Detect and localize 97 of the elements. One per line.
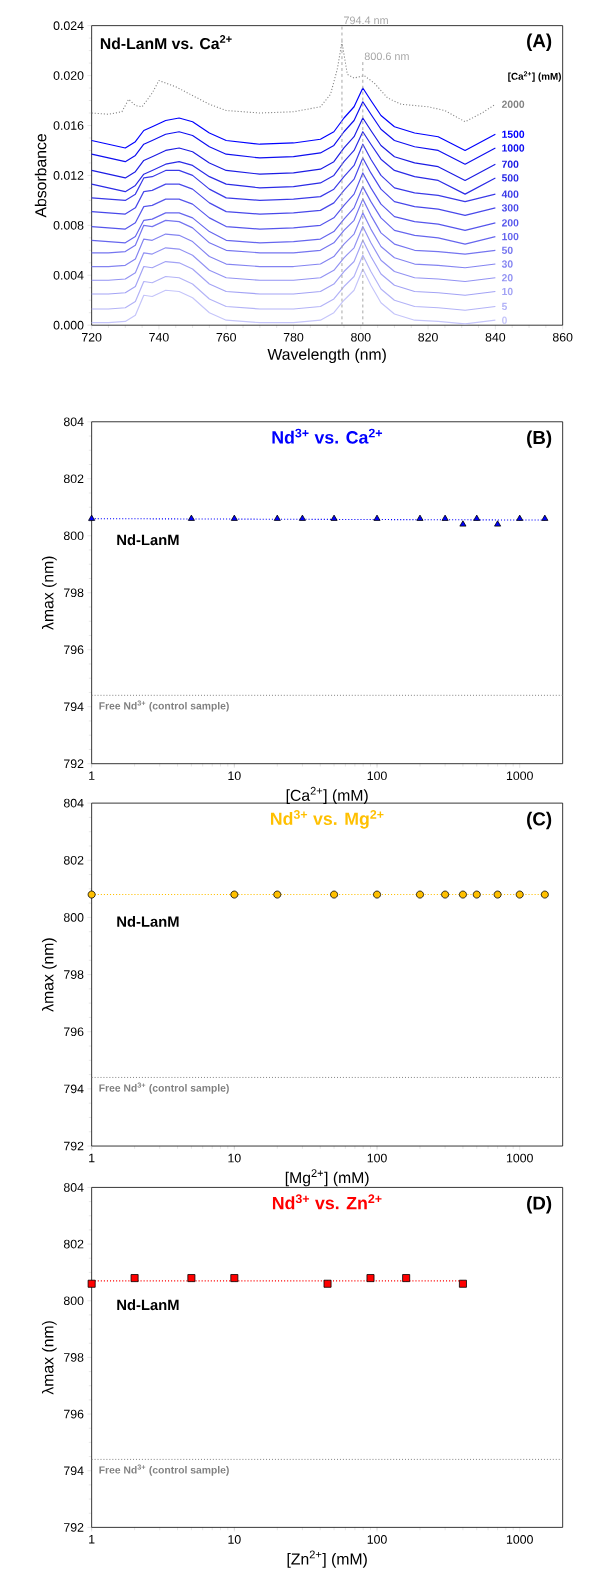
y-tick-label: 792 xyxy=(63,1523,84,1532)
line-series xyxy=(90,198,496,255)
x-axis-title: [Zn$^{2+}$] (mM) xyxy=(287,1550,367,1568)
series-label: 200 xyxy=(501,219,519,227)
series-label: 700 xyxy=(501,160,519,168)
x-tick-label: 840 xyxy=(485,332,506,342)
line-series xyxy=(90,143,496,203)
y-tick-label: 804 xyxy=(63,798,84,808)
line-series xyxy=(90,254,496,311)
x-axis-title: [Mg$^{2+}$] (mM) xyxy=(285,1169,369,1187)
chart-title: Nd$^{3+}$ vs. Mg$^{2+}$ xyxy=(270,810,384,829)
x-tick-label: 860 xyxy=(552,332,573,342)
x-tick-label: 780 xyxy=(283,332,304,342)
x-tick-label: 800 xyxy=(350,332,371,342)
series-label: 300 xyxy=(501,204,519,212)
x-tick-label: 10 xyxy=(228,1535,241,1544)
y-tick-label: 0.016 xyxy=(53,121,84,130)
y-axis-title: λmax (nm) xyxy=(41,556,57,630)
y-tick-label: 0.012 xyxy=(53,171,84,180)
y-tick-label: 0.020 xyxy=(53,71,84,80)
annotation: (B) xyxy=(526,430,552,448)
y-tick-label: 800 xyxy=(63,1296,84,1306)
series-label: 20 xyxy=(501,274,513,282)
y-axis-title: λmax (nm) xyxy=(41,1321,57,1395)
annotation: (A) xyxy=(526,33,552,52)
line-series xyxy=(90,268,496,325)
y-tick-label: 794 xyxy=(63,1466,84,1476)
y-tick-label: 0.000 xyxy=(53,320,84,330)
y-tick-label: 0.008 xyxy=(53,220,84,230)
y-tick-label: 0.004 xyxy=(53,270,84,280)
y-tick-label: 798 xyxy=(63,970,84,979)
chart-title: Nd$^{3+}$ vs. Zn$^{2+}$ xyxy=(272,1194,382,1210)
y-tick-label: 796 xyxy=(63,645,84,655)
line-series xyxy=(90,101,496,165)
series-label: 5 xyxy=(501,302,507,311)
x-tick-label: 740 xyxy=(149,332,169,342)
series-label: 1500 xyxy=(502,130,525,138)
ref-line-label: 794.4 nm xyxy=(343,16,388,25)
series-label: 30 xyxy=(501,260,513,268)
x-tick-label: 10 xyxy=(228,1153,241,1163)
x-tick-label: 1 xyxy=(89,771,95,780)
ref-line-label: Free Nd$^{3+}$ (control sample) xyxy=(99,700,229,712)
ref-line-label: Free Nd$^{3+}$ (control sample) xyxy=(99,1464,229,1476)
y-tick-label: 798 xyxy=(63,1353,84,1362)
x-tick-label: 100 xyxy=(367,1535,387,1544)
annotation: (D) xyxy=(526,1196,552,1214)
series-label: 100 xyxy=(502,232,519,241)
line-series xyxy=(90,239,496,296)
annotation: (C) xyxy=(526,811,552,830)
annotation: Nd-LanM xyxy=(117,1299,179,1311)
x-tick-label: 1000 xyxy=(506,1535,533,1544)
line-series xyxy=(90,212,496,269)
y-tick-label: 802 xyxy=(63,855,84,865)
x-tick-label: 720 xyxy=(81,332,102,342)
y-tick-label: 796 xyxy=(63,1027,84,1037)
series-label: 500 xyxy=(501,174,519,182)
y-tick-label: 800 xyxy=(63,531,84,541)
y-tick-label: 804 xyxy=(63,417,84,427)
x-axis-title: [Ca$^{2+}$] (mM) xyxy=(286,786,368,805)
annotation: Nd-LanM xyxy=(117,916,179,927)
line-series xyxy=(90,226,496,283)
y-tick-label: 792 xyxy=(63,1141,84,1151)
series-label: 400 xyxy=(501,190,519,198)
line-series xyxy=(90,186,496,245)
text: Nd-LanM vs. Ca$^{2+}$ xyxy=(100,35,232,50)
x-tick-label: 1 xyxy=(89,1153,95,1163)
x-tick-label: 100 xyxy=(367,771,387,781)
y-tick-label: 0.024 xyxy=(53,21,84,30)
series-label: 0 xyxy=(501,316,507,324)
x-tick-label: 1000 xyxy=(506,1153,533,1163)
annotation: Nd-LanM xyxy=(117,534,179,546)
y-tick-label: 798 xyxy=(63,588,84,598)
x-tick-label: 1000 xyxy=(506,771,533,781)
y-axis-title: λmax (nm) xyxy=(41,938,57,1012)
ref-line-label: Free Nd$^{3+}$ (control sample) xyxy=(99,1082,229,1094)
series-label: 2000 xyxy=(501,100,525,108)
x-tick-label: 760 xyxy=(216,332,236,342)
x-tick-label: 820 xyxy=(418,332,438,342)
y-tick-label: 794 xyxy=(63,702,84,712)
y-tick-label: 800 xyxy=(63,913,84,922)
series-label: 10 xyxy=(502,287,513,296)
y-axis-title: Absorbance xyxy=(34,134,47,218)
x-tick-label: 10 xyxy=(228,771,241,781)
y-tick-label: 794 xyxy=(63,1084,84,1094)
y-tick-label: 792 xyxy=(63,759,84,769)
y-tick-label: 796 xyxy=(63,1409,84,1419)
y-tick-label: 804 xyxy=(63,1183,84,1192)
y-tick-label: 802 xyxy=(63,1239,84,1249)
series-label: 50 xyxy=(501,246,513,254)
y-tick-label: 802 xyxy=(63,474,84,484)
ref-line-label: 800.6 nm xyxy=(364,52,409,61)
x-axis-title: Wavelength (nm) xyxy=(267,348,386,364)
series-label: 1000 xyxy=(502,144,525,152)
x-tick-label: 1 xyxy=(89,1535,95,1544)
chart-title: Nd$^{3+}$ vs. Ca$^{2+}$ xyxy=(272,428,382,444)
legend-title: [Ca$^{2+}$] (mM) xyxy=(508,71,561,82)
x-tick-label: 100 xyxy=(367,1153,387,1163)
